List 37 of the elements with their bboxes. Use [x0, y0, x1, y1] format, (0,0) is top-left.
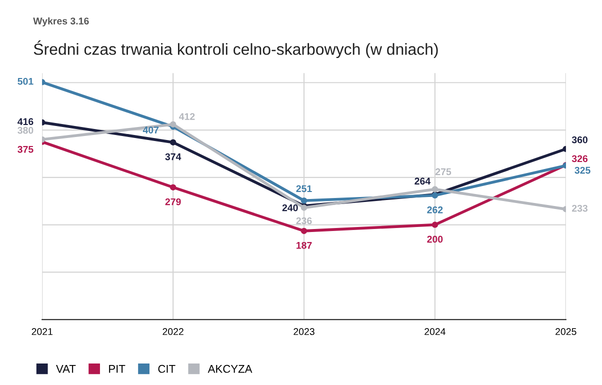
legend-label: AKCYZA: [208, 364, 252, 373]
x-tick-label: 2023: [294, 328, 314, 336]
data-label: 360: [572, 136, 588, 144]
chart-title: Średni czas trwania kontroli celno-skarbowych (w dniach): [34, 40, 438, 58]
point: [300, 197, 308, 204]
x-tick-label: 2021: [32, 328, 52, 336]
point: [432, 222, 438, 228]
data-label: 240: [282, 204, 298, 212]
data-label: 412: [179, 113, 195, 120]
point: [300, 228, 308, 234]
data-label: 236: [296, 217, 312, 224]
x-tick-label: 2025: [556, 328, 576, 336]
legend-label: PIT: [109, 365, 126, 373]
data-label: 374: [165, 153, 182, 160]
legend-label: VAT: [56, 365, 76, 373]
data-label: 501: [18, 78, 34, 85]
data-label: 233: [572, 204, 588, 212]
data-label: 325: [574, 166, 590, 174]
data-label: 187: [296, 242, 312, 249]
legend-label: CIT: [158, 364, 176, 373]
data-label: 262: [427, 206, 443, 214]
data-label: 416: [18, 118, 34, 126]
data-label: 380: [18, 126, 34, 134]
data-label: 200: [427, 236, 443, 243]
data-label: 264: [414, 178, 431, 185]
point: [432, 186, 438, 192]
x-tick-label: 2022: [162, 328, 184, 336]
data-label: 275: [436, 168, 452, 176]
data-label: 279: [165, 198, 181, 206]
data-label: 251: [296, 185, 312, 192]
data-label: 375: [18, 146, 34, 153]
point: [170, 184, 176, 190]
data-label: 407: [142, 126, 159, 134]
point: [170, 121, 176, 128]
chart-subtitle: Wykres 3.16: [33, 17, 89, 26]
x-tick-label: 2024: [424, 328, 446, 336]
data-label: 326: [572, 155, 588, 162]
